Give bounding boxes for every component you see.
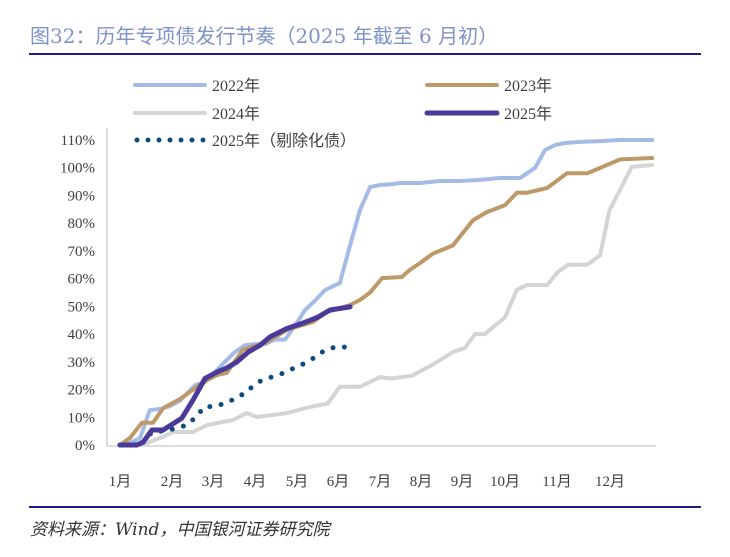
x-tick-label: 4月 <box>244 474 267 490</box>
source-note: 资料来源：Wind，中国银河证券研究院 <box>30 520 330 540</box>
y-tick-label: 0% <box>75 438 95 454</box>
legend-item: 2024年 <box>133 105 260 123</box>
x-tick-label: 7月 <box>369 474 392 490</box>
x-tick-label: 3月 <box>202 474 225 490</box>
y-tick-label: 110% <box>61 133 95 149</box>
x-tick-label: 2月 <box>161 474 184 490</box>
figure-title: 图32：历年专项债发行节奏（2025 年截至 6 月初） <box>30 24 499 48</box>
series-lines <box>117 138 655 448</box>
y-tick-label: 50% <box>68 299 96 315</box>
x-tick-label: 10月 <box>490 474 520 490</box>
legend-item: 2023年 <box>425 77 552 95</box>
y-tick-label: 30% <box>68 355 96 371</box>
x-tick-labels: 1月 2月 3月 4月 5月 6月 7月 8月 9月 10月 11月 12月 <box>109 474 625 490</box>
x-tick-label: 11月 <box>542 474 571 490</box>
y-tick-label: 70% <box>68 244 96 260</box>
x-tick-label: 1月 <box>109 474 132 490</box>
series-line-2022年 <box>118 138 655 447</box>
y-tick-label: 100% <box>60 161 95 177</box>
line-chart: 2022年 2023年 2024年 2025年 2025年（剔除化债） 0% 10% 20%… <box>60 77 656 490</box>
y-tick-label: 40% <box>68 327 96 343</box>
y-tick-label: 90% <box>68 188 96 204</box>
x-tick-label: 5月 <box>286 474 309 490</box>
legend-item: 2025年 <box>424 105 552 123</box>
legend-label: 2025年（剔除化债） <box>212 132 356 150</box>
legend-label: 2024年 <box>212 105 260 123</box>
y-tick-label: 80% <box>68 216 96 232</box>
x-tick-label: 9月 <box>451 474 474 490</box>
series-line-2025年 <box>117 304 353 448</box>
series-line-2025年（剔除化债） <box>117 344 350 448</box>
legend-label: 2022年 <box>212 77 260 95</box>
y-tick-label: 10% <box>68 410 96 426</box>
series-line-2023年 <box>118 156 655 447</box>
x-tick-label: 6月 <box>327 474 350 490</box>
series-line-2024年 <box>118 163 655 447</box>
legend-label: 2025年 <box>504 105 552 123</box>
title-rule <box>29 53 701 55</box>
y-tick-labels: 0% 10% 20% 30% 40% 50% 60% 70% 80% 90% 100% 110% <box>60 133 95 454</box>
legend: 2022年 2023年 2024年 2025年 2025年（剔除化债） <box>133 77 552 150</box>
x-tick-label: 12月 <box>595 474 625 490</box>
y-tick-label: 20% <box>68 383 96 399</box>
legend-item: 2022年 <box>133 77 260 95</box>
legend-label: 2023年 <box>504 77 552 95</box>
source-rule <box>29 506 701 508</box>
legend-item: 2025年（剔除化债） <box>134 132 356 150</box>
y-tick-label: 60% <box>68 272 96 288</box>
x-tick-label: 8月 <box>410 474 433 490</box>
